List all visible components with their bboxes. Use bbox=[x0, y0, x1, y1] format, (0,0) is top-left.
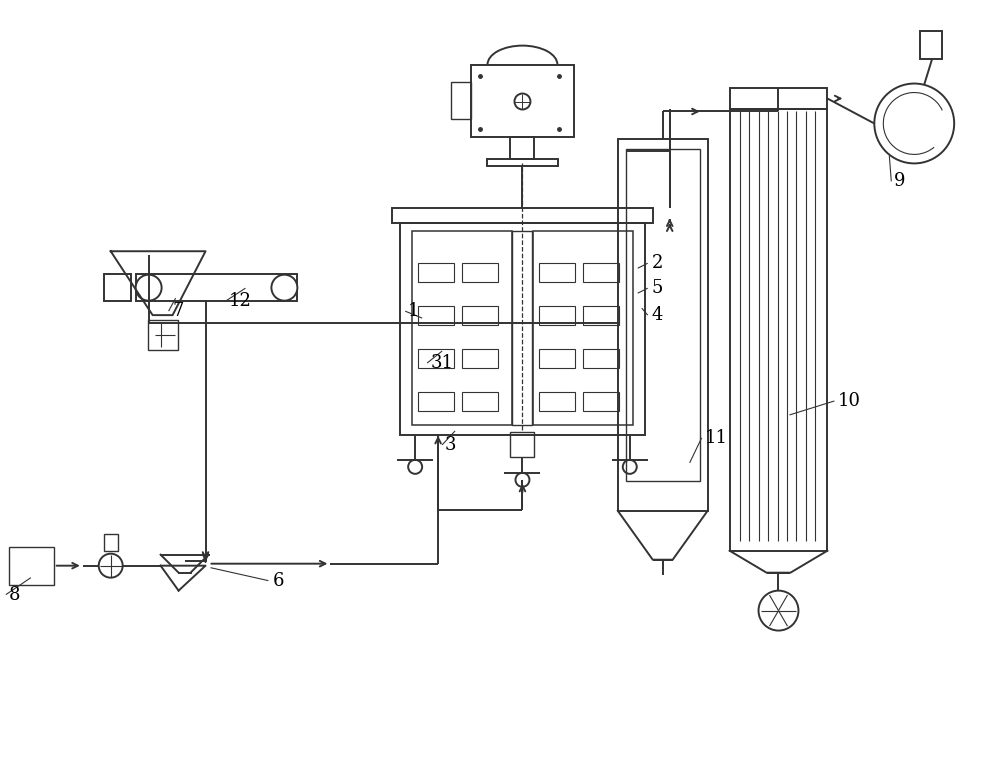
Circle shape bbox=[99, 553, 123, 577]
Text: 7: 7 bbox=[173, 302, 184, 320]
Bar bbox=[539, 392, 575, 411]
Text: 12: 12 bbox=[228, 292, 251, 310]
Bar bbox=[539, 264, 575, 282]
Bar bbox=[136, 274, 297, 301]
Circle shape bbox=[759, 591, 798, 631]
Bar bbox=[462, 306, 498, 325]
Bar bbox=[418, 392, 454, 411]
Bar bbox=[626, 149, 700, 481]
Bar bbox=[487, 159, 558, 166]
Circle shape bbox=[271, 274, 297, 301]
Bar bbox=[462, 392, 498, 411]
Bar bbox=[539, 349, 575, 368]
Bar bbox=[462, 264, 498, 282]
Bar bbox=[104, 274, 131, 301]
Circle shape bbox=[408, 460, 422, 474]
Circle shape bbox=[136, 274, 162, 301]
Bar bbox=[510, 432, 534, 457]
Bar bbox=[451, 81, 471, 120]
Bar bbox=[104, 533, 118, 550]
Circle shape bbox=[515, 473, 529, 487]
Text: 6: 6 bbox=[272, 572, 284, 590]
Text: 3: 3 bbox=[445, 436, 457, 454]
Bar bbox=[510, 138, 534, 159]
Text: 1: 1 bbox=[408, 302, 420, 320]
Bar bbox=[471, 65, 574, 138]
Circle shape bbox=[623, 460, 637, 474]
Bar bbox=[730, 110, 827, 550]
Bar bbox=[412, 231, 512, 425]
Text: 5: 5 bbox=[652, 279, 663, 297]
Text: 11: 11 bbox=[705, 429, 728, 447]
Bar bbox=[9, 547, 54, 584]
Bar bbox=[920, 31, 942, 59]
Bar bbox=[400, 223, 645, 435]
Bar bbox=[512, 231, 532, 425]
Bar bbox=[583, 392, 619, 411]
Text: 4: 4 bbox=[652, 306, 663, 324]
Bar bbox=[418, 349, 454, 368]
Bar bbox=[730, 87, 827, 110]
Bar bbox=[462, 349, 498, 368]
Text: 10: 10 bbox=[837, 392, 860, 410]
Text: 9: 9 bbox=[894, 172, 906, 190]
Text: 2: 2 bbox=[652, 254, 663, 272]
Bar bbox=[618, 139, 708, 511]
Circle shape bbox=[514, 94, 530, 110]
Bar bbox=[583, 306, 619, 325]
Circle shape bbox=[874, 83, 954, 163]
Bar bbox=[418, 264, 454, 282]
Text: 8: 8 bbox=[9, 586, 20, 604]
Bar bbox=[533, 231, 633, 425]
Bar bbox=[418, 306, 454, 325]
Text: 31: 31 bbox=[430, 354, 453, 372]
Bar bbox=[583, 349, 619, 368]
Bar bbox=[583, 264, 619, 282]
Bar bbox=[392, 208, 653, 223]
Bar bbox=[148, 320, 178, 350]
Bar bbox=[539, 306, 575, 325]
